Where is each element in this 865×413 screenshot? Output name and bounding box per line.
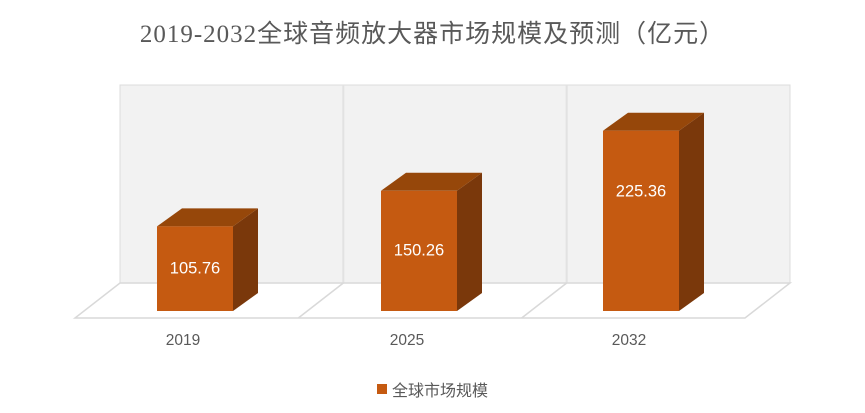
bar-front-face xyxy=(381,190,457,311)
bar-front-face xyxy=(157,226,233,311)
bar-top-face xyxy=(381,172,482,191)
x-axis-label: 2025 xyxy=(389,332,425,349)
bar-side-face xyxy=(679,112,704,311)
bar-side-face xyxy=(233,208,258,311)
bar-top-face xyxy=(157,208,258,227)
legend: 全球市场规模 xyxy=(0,377,865,401)
bar-value-label: 225.36 xyxy=(615,182,667,201)
x-axis-label: 2019 xyxy=(165,332,201,349)
bar-value-label: 150.26 xyxy=(393,241,445,260)
x-axis-label: 2032 xyxy=(611,332,647,349)
chart-title: 2019-2032全球音频放大器市场规模及预测（亿元） xyxy=(139,21,726,48)
bar-top-face xyxy=(603,112,704,131)
legend-swatch-icon xyxy=(376,384,387,394)
legend-label: 全球市场规模 xyxy=(391,383,488,400)
floor-divider-line xyxy=(521,282,568,319)
bar-front-face xyxy=(603,130,679,311)
bar-side-face xyxy=(457,172,482,311)
bar-value-label: 105.76 xyxy=(169,259,221,278)
floor-divider-line xyxy=(297,282,344,319)
